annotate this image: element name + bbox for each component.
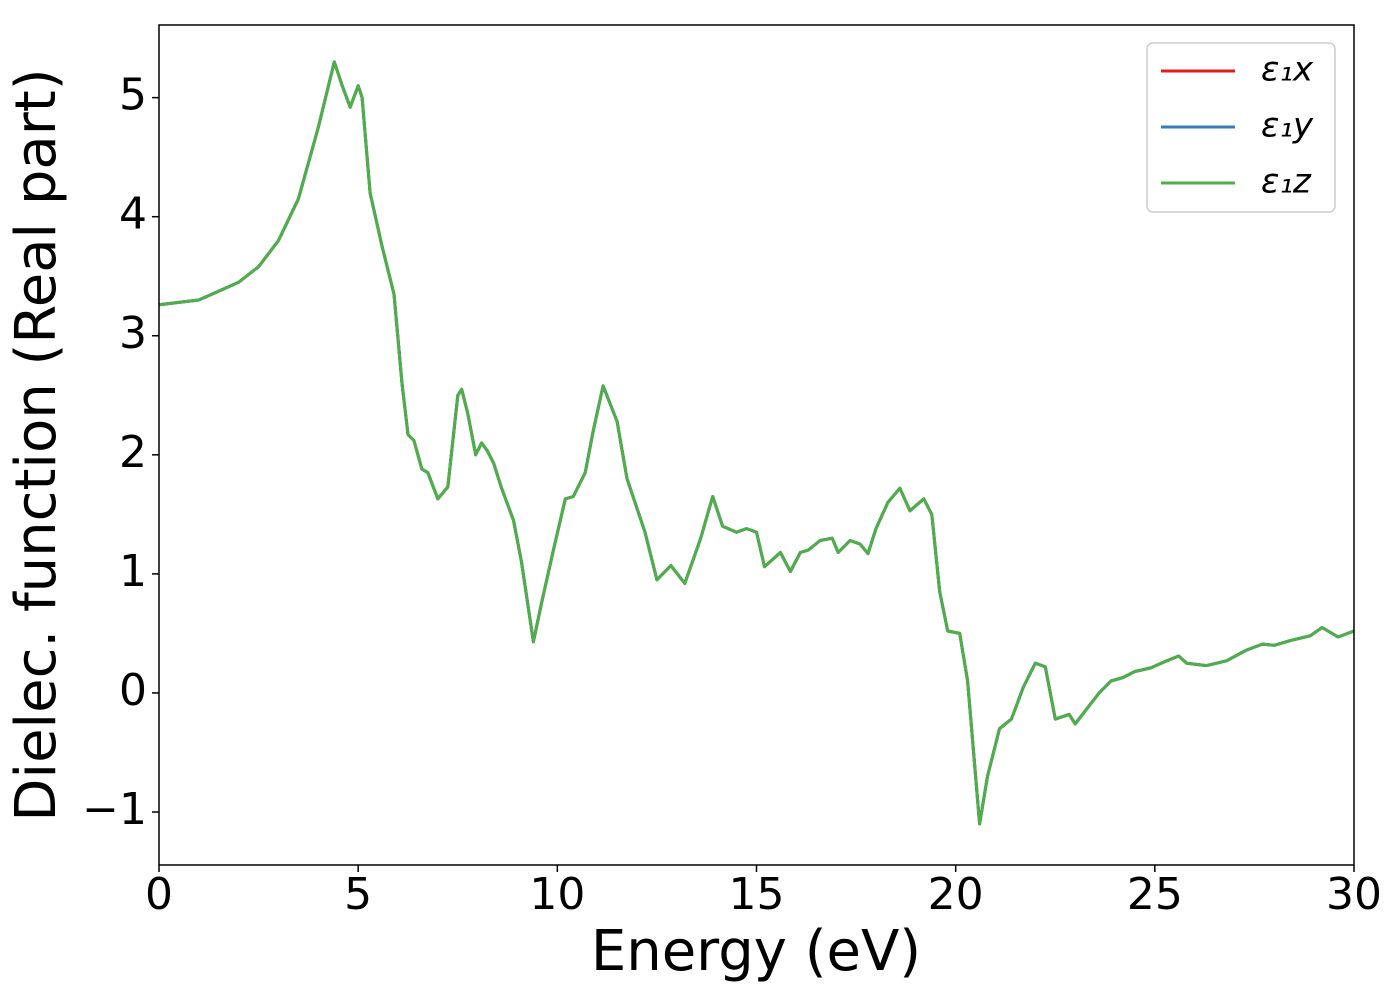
y-tick-label: 3 xyxy=(119,308,147,359)
x-tick-label: 15 xyxy=(729,869,785,920)
y-tick-label: 2 xyxy=(119,427,147,478)
legend-label: ε₁z xyxy=(1261,162,1312,202)
legend-box xyxy=(1146,42,1336,213)
y-tick-label: 0 xyxy=(119,665,147,716)
x-tick-label: 0 xyxy=(145,869,173,920)
x-tick-label: 20 xyxy=(928,869,984,920)
x-tick-label: 10 xyxy=(529,869,585,920)
legend-label: ε₁x xyxy=(1261,50,1314,90)
x-axis-label: Energy (eV) xyxy=(591,919,921,984)
y-tick-label: 5 xyxy=(119,70,147,121)
legend-label: ε₁y xyxy=(1261,106,1314,146)
y-axis-label: Dielec. function (Real part) xyxy=(4,68,69,821)
y-tick-label: 1 xyxy=(119,546,147,597)
x-tick-label: 5 xyxy=(344,869,372,920)
x-tick-label: 25 xyxy=(1127,869,1183,920)
y-tick-label: −1 xyxy=(82,784,147,835)
x-tick-label: 30 xyxy=(1326,869,1382,920)
y-tick-label: 4 xyxy=(119,189,147,240)
series-line xyxy=(158,60,1355,826)
plot-frame xyxy=(158,24,1355,866)
